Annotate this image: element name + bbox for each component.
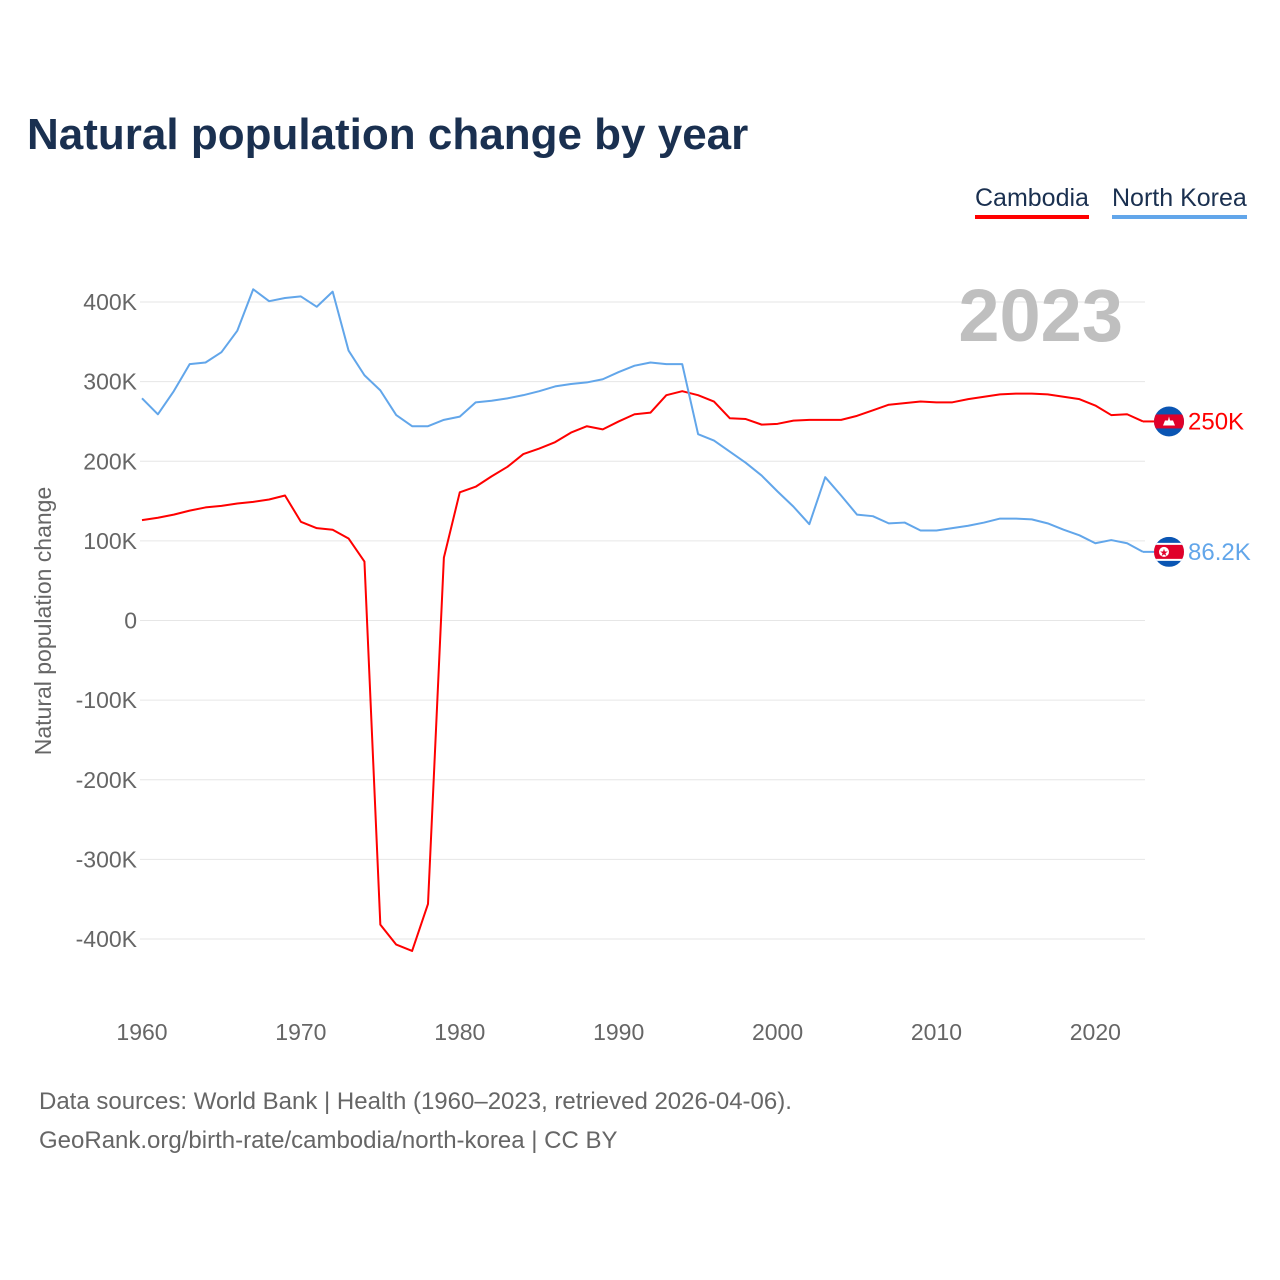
- y-tick-label: 200K: [83, 448, 137, 474]
- end-value-label: 86.2K: [1188, 539, 1251, 566]
- y-tick-label: -400K: [76, 926, 138, 952]
- year-label: 2023: [958, 274, 1123, 357]
- x-tick-label: 1970: [275, 1019, 326, 1045]
- legend-north-korea[interactable]: North Korea: [1112, 184, 1247, 219]
- north-korea-flag-icon: ★: [1154, 536, 1184, 567]
- end-value-label: 250K: [1188, 408, 1244, 435]
- chart-title: Natural population change by year: [27, 110, 749, 159]
- x-tick-label: 2000: [752, 1019, 803, 1045]
- series-line-cambodia: [141, 390, 1144, 952]
- svg-text:★: ★: [1160, 548, 1169, 559]
- y-tick-label: -300K: [76, 846, 138, 872]
- cambodia-flag-icon: [1154, 406, 1184, 437]
- x-tick-label: 2020: [1070, 1019, 1121, 1045]
- y-tick-label: 100K: [83, 528, 137, 554]
- y-tick-label: -100K: [76, 687, 138, 713]
- x-tick-label: 1960: [116, 1019, 167, 1045]
- legend-cambodia[interactable]: Cambodia: [975, 184, 1089, 219]
- y-tick-label: 0: [124, 608, 137, 634]
- y-tick-label: -200K: [76, 767, 138, 793]
- footer-link[interactable]: GeoRank.org/birth-rate/cambodia/north-ko…: [39, 1127, 618, 1154]
- y-tick-label: 400K: [83, 289, 137, 315]
- y-tick-label: 300K: [83, 369, 137, 395]
- footer-sources: Data sources: World Bank | Health (1960–…: [39, 1088, 792, 1115]
- x-tick-label: 1980: [434, 1019, 485, 1045]
- series-line-north-korea: [141, 288, 1144, 553]
- x-tick-label: 1990: [593, 1019, 644, 1045]
- x-tick-label: 2010: [911, 1019, 962, 1045]
- y-axis-label: Natural population change: [30, 487, 56, 756]
